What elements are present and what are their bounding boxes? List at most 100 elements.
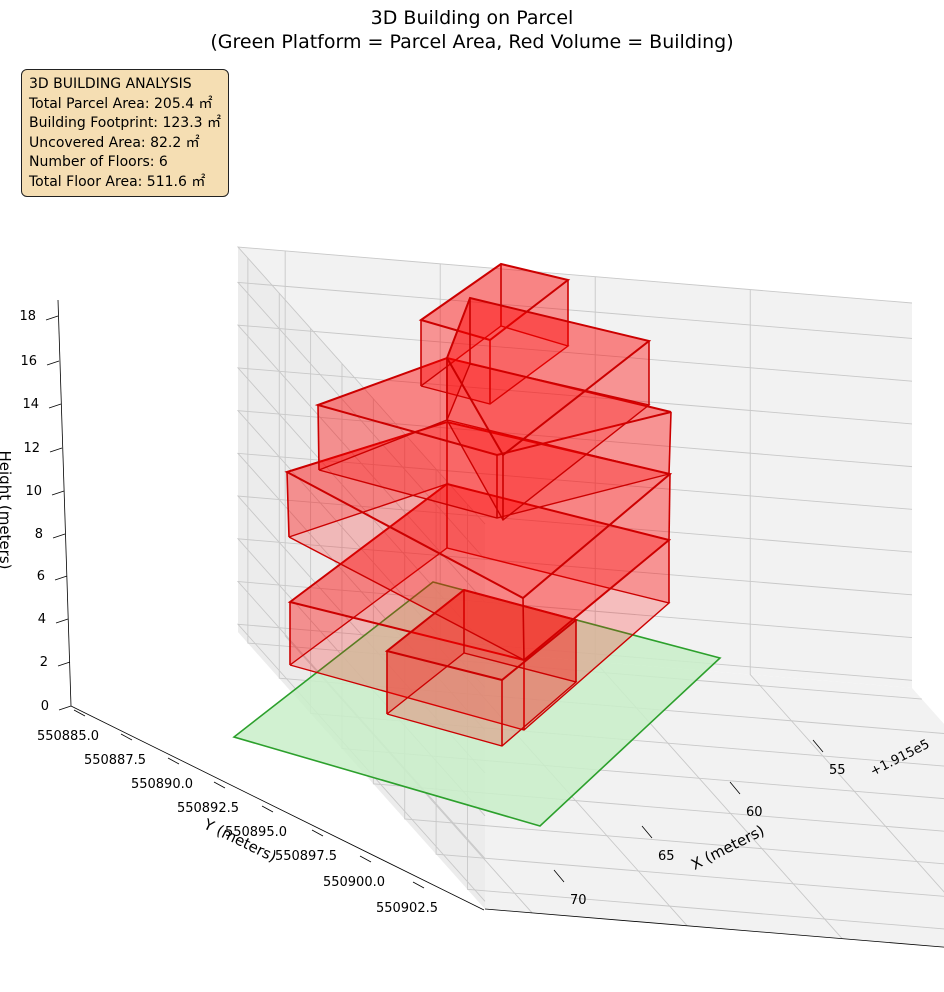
y-tick-mark bbox=[167, 757, 180, 765]
y-tick-mark bbox=[120, 733, 133, 741]
y-tick-label: 550900.0 bbox=[323, 875, 385, 890]
building-edge bbox=[317, 404, 320, 471]
x-tick-label: 70 bbox=[570, 893, 587, 908]
z-tick-label: 12 bbox=[23, 441, 40, 456]
analysis-line-footprint: Building Footprint: 123.3 ㎡ bbox=[29, 115, 222, 132]
z-tick-label: 0 bbox=[41, 699, 49, 714]
building-base bbox=[289, 547, 671, 731]
gridline-y bbox=[404, 433, 944, 865]
z-tick-label: 2 bbox=[40, 655, 48, 670]
building-face bbox=[287, 472, 524, 660]
y-tick-label: 550892.5 bbox=[177, 801, 239, 816]
z-tick-label: 6 bbox=[37, 569, 45, 584]
gridline-z bbox=[236, 246, 913, 525]
parcel-platform bbox=[232, 581, 722, 827]
chart-title: 3D Building on Parcel (Green Platform = … bbox=[0, 6, 944, 54]
building-annex bbox=[384, 588, 579, 747]
z-tick-label: 16 bbox=[20, 354, 37, 369]
analysis-box: 3D BUILDING ANALYSIS Total Parcel Area: … bbox=[21, 69, 229, 197]
building-edge bbox=[522, 597, 525, 661]
z-tick-mark bbox=[52, 533, 66, 539]
z-tick-mark bbox=[45, 315, 59, 321]
gridline-z bbox=[236, 324, 913, 603]
building-face bbox=[447, 422, 670, 540]
analysis-line-parcel-area: Total Parcel Area: 205.4 ㎡ bbox=[29, 95, 213, 112]
building-base bbox=[446, 363, 651, 522]
building-face bbox=[387, 590, 464, 714]
building-block-middle bbox=[284, 420, 673, 661]
z-tick-mark bbox=[55, 618, 69, 624]
building-block-upper bbox=[314, 356, 672, 519]
building-face bbox=[421, 264, 501, 386]
z-axis-line bbox=[57, 299, 72, 707]
y-tick-label: 550885.0 bbox=[37, 729, 99, 744]
building-base bbox=[420, 325, 570, 405]
gridline-y bbox=[372, 398, 944, 832]
y-tick-mark bbox=[261, 805, 274, 813]
x-tick-label: 65 bbox=[658, 849, 675, 864]
building-base bbox=[386, 652, 578, 747]
z-tick-label: 10 bbox=[25, 484, 42, 499]
building-face bbox=[318, 358, 447, 470]
gridline-z bbox=[236, 367, 913, 646]
gridline-z bbox=[236, 281, 913, 560]
tick-labels: 0 2 4 6 8 10 12 14 16 18 550885.0 550887.5 550890.0 5… bbox=[19, 309, 932, 916]
x-tick-mark bbox=[641, 825, 653, 839]
analysis-line-uncovered: Uncovered Area: 82.2 ㎡ bbox=[29, 134, 200, 151]
building-face bbox=[524, 540, 669, 730]
building-edge bbox=[668, 473, 671, 541]
y-axis-label: Y (meters) bbox=[200, 815, 279, 866]
y-tick-label: 550890.0 bbox=[131, 777, 193, 792]
y-tick-mark bbox=[311, 829, 324, 837]
x-axis-line bbox=[484, 908, 944, 948]
y-tick-label: 550887.5 bbox=[84, 753, 146, 768]
y-tick-mark bbox=[213, 781, 226, 789]
building-face bbox=[523, 474, 670, 660]
x-tick-label: 55 bbox=[829, 763, 846, 778]
z-tick-mark bbox=[49, 447, 63, 453]
y-tick-mark bbox=[359, 855, 372, 863]
z-tick-mark bbox=[51, 490, 65, 496]
building-face bbox=[503, 341, 649, 520]
gridline-z bbox=[236, 410, 913, 688]
gridline-x bbox=[284, 250, 533, 914]
chart-title-line-2: (Green Platform = Parcel Area, Red Volum… bbox=[210, 31, 734, 53]
building-face bbox=[447, 358, 671, 474]
building-block-top-2 bbox=[445, 296, 652, 522]
z-tick-mark bbox=[48, 403, 62, 409]
building-edge bbox=[668, 411, 672, 475]
building-edge bbox=[286, 471, 290, 538]
z-tick-label: 14 bbox=[22, 397, 39, 412]
x-tick-label: 60 bbox=[746, 805, 763, 820]
z-tick-label: 18 bbox=[19, 309, 36, 324]
building-face bbox=[447, 298, 470, 420]
building-base bbox=[318, 419, 670, 519]
z-tick-label: 8 bbox=[35, 527, 43, 542]
building-face bbox=[497, 412, 671, 518]
analysis-heading: 3D BUILDING ANALYSIS bbox=[29, 76, 192, 92]
y-tick-mark bbox=[412, 881, 425, 889]
z-tick-mark bbox=[46, 360, 60, 366]
gridline-y bbox=[247, 258, 922, 700]
gridline-x bbox=[749, 289, 944, 893]
building-face bbox=[502, 620, 576, 746]
z-tick-mark bbox=[57, 661, 71, 667]
building-face bbox=[290, 602, 524, 730]
building-block-lower bbox=[287, 482, 672, 731]
building-face bbox=[421, 320, 490, 404]
x-tick-mark bbox=[553, 869, 565, 883]
analysis-line-floor-area: Total Floor Area: 511.6 ㎡ bbox=[29, 173, 206, 190]
x-tick-mark bbox=[729, 781, 741, 795]
building-face bbox=[470, 298, 649, 405]
y-tick-label: 550895.0 bbox=[225, 825, 287, 840]
y-axis-line bbox=[70, 705, 485, 911]
building-face bbox=[290, 484, 447, 665]
building-face bbox=[387, 651, 502, 746]
building-face bbox=[287, 422, 447, 537]
chart-title-line-1: 3D Building on Parcel bbox=[370, 7, 574, 29]
y-tick-mark bbox=[73, 709, 86, 717]
z-tick-mark bbox=[54, 575, 68, 581]
analysis-line-floors: Number of Floors: 6 bbox=[29, 154, 168, 171]
y-tick-label: 550902.5 bbox=[376, 901, 438, 916]
